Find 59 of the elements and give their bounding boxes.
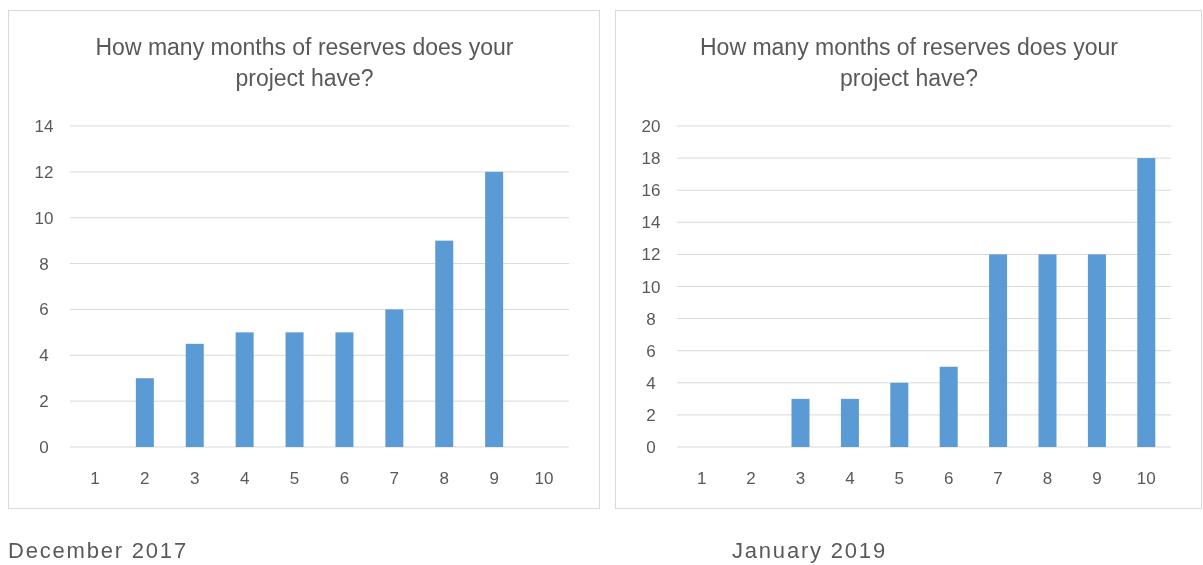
bar xyxy=(1137,158,1156,447)
y-tick-label: 18 xyxy=(641,149,661,169)
y-tick-label: 14 xyxy=(641,213,661,233)
y-tick-label: 2 xyxy=(646,405,656,425)
bar xyxy=(791,398,810,447)
y-tick-label: 20 xyxy=(641,117,661,136)
x-tick-label: 10 xyxy=(534,469,554,488)
x-tick-label: 2 xyxy=(140,469,150,488)
y-tick-label: 14 xyxy=(34,117,54,136)
y-tick-label: 8 xyxy=(646,309,656,329)
y-tick-label: 4 xyxy=(646,373,656,393)
x-tick-label: 7 xyxy=(389,469,400,488)
bar xyxy=(840,398,859,447)
y-tick-label: 4 xyxy=(39,346,49,366)
text: December 2017 xyxy=(8,538,188,563)
bar xyxy=(1038,254,1057,447)
bar xyxy=(890,382,909,447)
text: January 2019 xyxy=(732,538,887,563)
bar xyxy=(485,171,504,447)
y-tick-label: 12 xyxy=(34,162,54,182)
bar xyxy=(335,332,354,447)
x-tick-label: 1 xyxy=(90,469,100,488)
bar xyxy=(435,240,454,447)
y-tick-label: 6 xyxy=(39,300,49,320)
x-tick-label: 3 xyxy=(190,469,200,488)
x-tick-label: 2 xyxy=(746,469,756,488)
y-tick-label: 0 xyxy=(646,438,656,457)
x-tick-label: 3 xyxy=(795,469,806,488)
x-tick-label: 1 xyxy=(696,469,707,488)
bar xyxy=(1087,254,1106,447)
x-tick-label: 10 xyxy=(1136,469,1156,488)
chart-title: How many months of reserves does your project have? xyxy=(699,34,1119,91)
x-tick-label: 4 xyxy=(845,469,855,488)
x-tick-label: 6 xyxy=(339,469,350,488)
bar xyxy=(185,343,204,447)
x-tick-label: 9 xyxy=(489,469,499,488)
y-tick-label: 6 xyxy=(646,341,656,361)
y-tick-label: 8 xyxy=(39,254,49,274)
y-tick-label: 10 xyxy=(641,277,661,297)
bar xyxy=(939,366,958,447)
x-tick-label: 6 xyxy=(943,469,954,488)
x-tick-label: 4 xyxy=(239,469,250,488)
x-tick-label: 5 xyxy=(894,469,905,488)
x-tick-label: 8 xyxy=(1042,469,1053,488)
bar xyxy=(235,332,254,447)
y-tick-label: 0 xyxy=(39,438,49,457)
y-tick-label: 10 xyxy=(34,208,54,228)
y-tick-label: 12 xyxy=(641,245,661,265)
bar xyxy=(135,378,154,447)
y-tick-label: 16 xyxy=(641,181,661,201)
x-tick-label: 7 xyxy=(993,469,1003,488)
x-tick-label: 9 xyxy=(1092,469,1102,488)
chart-title: How many months of reserves does your project have? xyxy=(95,34,514,91)
bar xyxy=(285,332,304,447)
bar xyxy=(989,254,1008,447)
x-tick-label: 8 xyxy=(439,469,449,488)
bar xyxy=(385,309,404,447)
y-tick-label: 2 xyxy=(39,392,49,412)
x-tick-label: 5 xyxy=(289,469,300,488)
